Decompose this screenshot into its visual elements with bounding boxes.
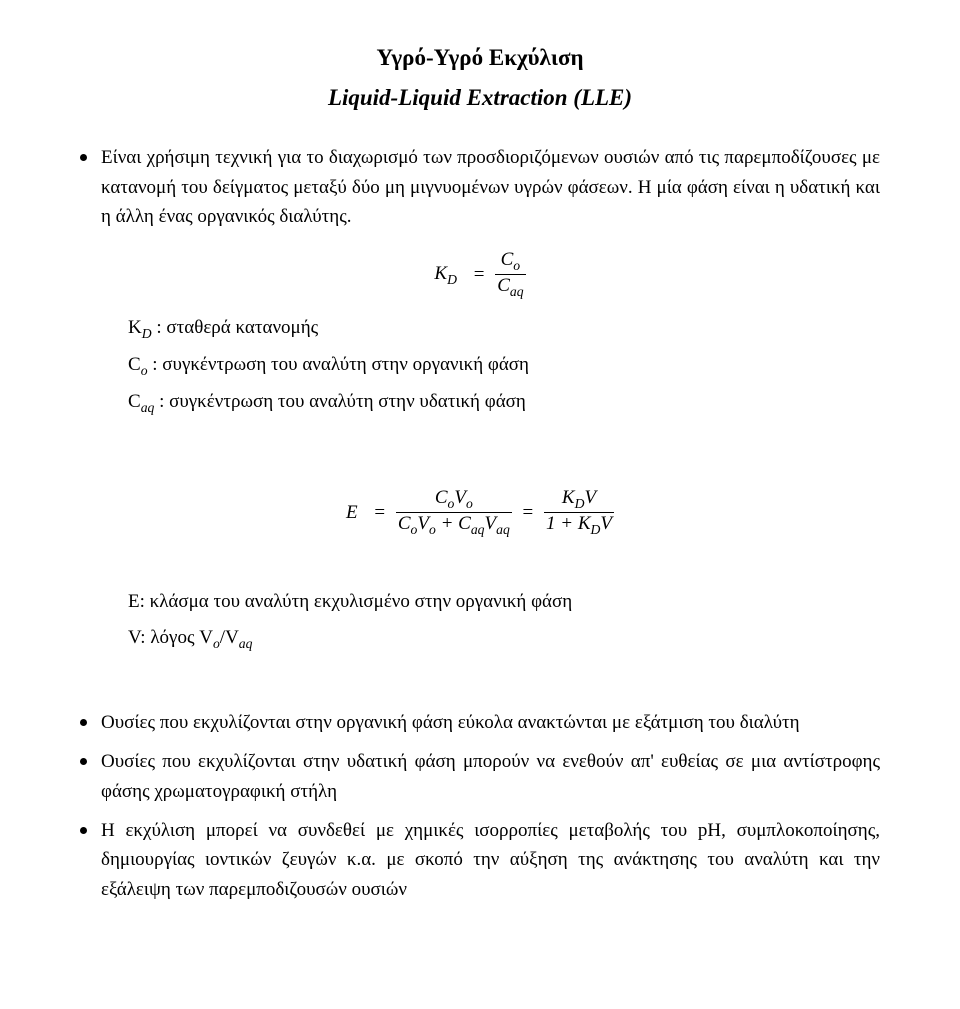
- bullet-icon: [80, 154, 87, 161]
- title-greek: Υγρό-Υγρό Εκχύλιση: [80, 40, 880, 76]
- bullet-text: Η εκχύλιση μπορεί να συνδεθεί με χημικές…: [101, 816, 880, 904]
- definition-line: Caq : συγκέντρωση του αναλύτη στην υδατι…: [128, 387, 880, 418]
- definitions-kd: KD : σταθερά κατανομής Co : συγκέντρωση τ…: [128, 313, 880, 418]
- definition-line: E: κλάσμα του αναλύτη εκχυλισμένο στην ο…: [128, 587, 880, 616]
- bullet-text: Είναι χρήσιμη τεχνική για το διαχωρισμό …: [101, 143, 880, 231]
- top-bullets: Είναι χρήσιμη τεχνική για το διαχωρισμό …: [80, 143, 880, 231]
- formula-kd: KD = Co Caq: [80, 250, 880, 299]
- bullet-text: Ουσίες που εκχυλίζονται στην υδατική φάσ…: [101, 747, 880, 806]
- bullet-icon: [80, 827, 87, 834]
- top-bullet-item: Είναι χρήσιμη τεχνική για το διαχωρισμό …: [80, 143, 880, 231]
- bottom-bullets: Ουσίες που εκχυλίζονται στην οργανική φά…: [80, 708, 880, 905]
- definition-line: KD : σταθερά κατανομής: [128, 313, 880, 344]
- title-block: Υγρό-Υγρό Εκχύλιση Liquid-Liquid Extract…: [80, 40, 880, 115]
- definitions-e: E: κλάσμα του αναλύτη εκχυλισμένο στην ο…: [128, 587, 880, 653]
- formula-e: E = CoVo CoVo + CaqVaq = KDV 1 + KDV: [80, 488, 880, 537]
- bullet-text: Ουσίες που εκχυλίζονται στην οργανική φά…: [101, 708, 880, 737]
- bottom-bullet-item: Η εκχύλιση μπορεί να συνδεθεί με χημικές…: [80, 816, 880, 904]
- definition-line: Co : συγκέντρωση του αναλύτη στην οργανι…: [128, 350, 880, 381]
- definition-line: V: λόγος Vo/Vaq: [128, 623, 880, 654]
- title-english: Liquid-Liquid Extraction (LLE): [80, 80, 880, 116]
- bullet-icon: [80, 758, 87, 765]
- bottom-bullet-item: Ουσίες που εκχυλίζονται στην οργανική φά…: [80, 708, 880, 737]
- bullet-icon: [80, 719, 87, 726]
- bottom-bullet-item: Ουσίες που εκχυλίζονται στην υδατική φάσ…: [80, 747, 880, 806]
